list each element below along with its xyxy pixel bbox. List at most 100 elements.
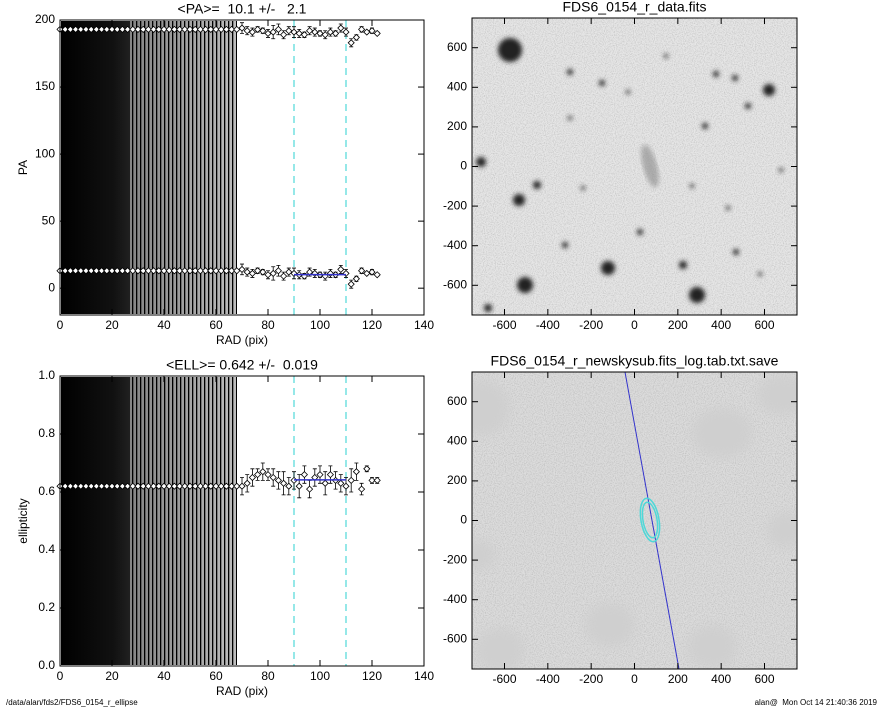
point	[165, 267, 173, 275]
point	[238, 265, 246, 273]
point	[222, 482, 230, 490]
point	[150, 482, 158, 490]
y-tick-label: 0.4	[38, 542, 55, 556]
point	[124, 267, 132, 275]
point	[358, 25, 366, 33]
x-axis-label: RAD (pix)	[216, 333, 268, 347]
point	[290, 28, 298, 36]
point	[264, 29, 272, 37]
point	[248, 28, 256, 36]
point	[352, 468, 360, 476]
x-tick-label: -400	[536, 672, 560, 686]
point	[191, 482, 199, 490]
x-tick-label: -600	[492, 318, 516, 332]
y-tick-label: -600	[443, 277, 467, 291]
point	[217, 267, 225, 275]
y-tick-label: 100	[35, 146, 55, 160]
y-tick-label: -400	[443, 592, 467, 606]
point	[155, 267, 163, 275]
point	[207, 267, 215, 275]
x-tick-label: -200	[579, 318, 603, 332]
x-tick-label: 100	[310, 669, 330, 683]
panel-title: <PA>= 10.1 +/- 2.1	[178, 1, 307, 17]
point	[103, 267, 111, 275]
y-tick-label: 0.0	[38, 658, 55, 672]
point	[181, 267, 189, 275]
y-tick-label: 600	[447, 394, 467, 408]
point	[82, 25, 90, 33]
y-tick-label: -600	[443, 631, 467, 645]
point	[352, 33, 360, 41]
point	[202, 267, 210, 275]
y-tick-label: 0	[48, 280, 55, 294]
point	[61, 482, 69, 490]
x-tick-label: 100	[310, 318, 330, 332]
point	[82, 267, 90, 275]
point	[176, 25, 184, 33]
point	[363, 28, 371, 36]
point	[274, 267, 282, 275]
point	[280, 479, 288, 487]
point	[373, 271, 381, 279]
point	[165, 482, 173, 490]
point	[368, 268, 376, 276]
x-tick-label: 0	[631, 672, 638, 686]
point	[274, 476, 282, 484]
point	[264, 471, 272, 479]
point	[217, 25, 225, 33]
y-tick-label: 400	[447, 433, 467, 447]
point	[87, 25, 95, 33]
point	[72, 25, 80, 33]
x-tick-label: 80	[261, 669, 275, 683]
point	[176, 482, 184, 490]
panel-title: <ELL>= 0.642 +/- 0.019	[166, 357, 318, 373]
point	[259, 468, 267, 476]
point	[259, 27, 267, 35]
point	[243, 268, 251, 276]
x-tick-label: -400	[536, 318, 560, 332]
point	[306, 485, 314, 493]
x-tick-label: 0	[57, 318, 64, 332]
point	[212, 267, 220, 275]
point	[248, 269, 256, 277]
point	[134, 25, 142, 33]
plot-frame	[471, 371, 798, 670]
point	[186, 267, 194, 275]
point	[150, 267, 158, 275]
point	[358, 485, 366, 493]
y-tick-label: 150	[35, 79, 55, 93]
point	[113, 482, 121, 490]
y-tick-label: 0	[460, 513, 467, 527]
point	[290, 269, 298, 277]
point	[108, 482, 116, 490]
panel-title: FDS6_0154_r_newskysub.fits_log.tab.txt.s…	[491, 353, 779, 369]
point	[295, 29, 303, 37]
point	[300, 471, 308, 479]
point	[337, 24, 345, 32]
point	[264, 271, 272, 279]
x-tick-label: 400	[711, 318, 731, 332]
point	[202, 25, 210, 33]
point	[212, 482, 220, 490]
point	[196, 267, 204, 275]
point	[139, 25, 147, 33]
x-tick-label: 600	[754, 318, 774, 332]
y-tick-label: 0.2	[38, 600, 55, 614]
point	[347, 39, 355, 47]
point	[165, 25, 173, 33]
x-axis-label: RAD (pix)	[216, 684, 268, 698]
point	[196, 482, 204, 490]
point	[373, 476, 381, 484]
y-tick-label: 200	[447, 473, 467, 487]
point	[368, 476, 376, 484]
y-tick-label: 200	[35, 12, 55, 26]
point	[66, 267, 74, 275]
point	[269, 473, 277, 482]
point	[202, 482, 210, 490]
point	[285, 27, 293, 35]
point	[321, 31, 329, 39]
point	[144, 25, 152, 33]
x-tick-label: 20	[105, 669, 119, 683]
point	[326, 269, 334, 277]
x-tick-label: 80	[261, 318, 275, 332]
